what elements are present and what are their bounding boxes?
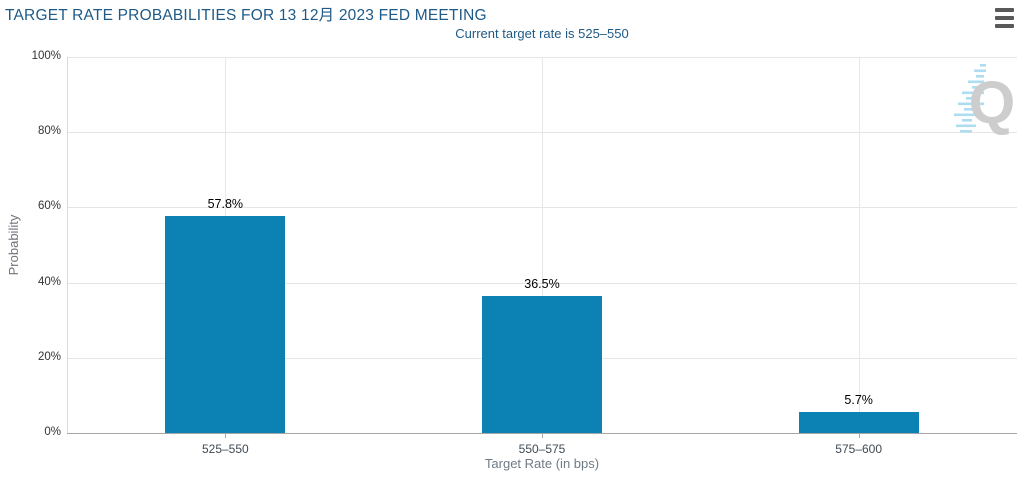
y-axis-tick-label: 20% xyxy=(37,350,61,363)
y-axis-tick-label: 0% xyxy=(44,426,61,438)
y-axis-title: Probability xyxy=(6,214,21,276)
y-axis-tick-label: 60% xyxy=(37,200,61,213)
y-axis-tick-label: 100% xyxy=(31,50,61,62)
probability-bar xyxy=(165,215,286,433)
watermark-letter: Q xyxy=(969,69,1016,136)
quikstrike-q-logo-icon: Q xyxy=(954,64,1016,136)
chart-subtitle: Current target rate is 525–550 xyxy=(455,26,629,41)
x-axis-tick xyxy=(858,433,860,438)
y-axis-tick-label: 40% xyxy=(37,275,61,288)
x-axis-category-label: 550–575 xyxy=(518,442,566,456)
bar-value-label: 57.8% xyxy=(207,196,244,211)
x-axis-tick xyxy=(542,433,543,438)
hamburger-menu-icon[interactable] xyxy=(994,7,1016,29)
menu-bar xyxy=(995,16,1014,20)
menu-bar xyxy=(995,24,1014,28)
menu-bar xyxy=(995,8,1014,12)
bar-value-label: 36.5% xyxy=(524,276,560,291)
probability-bar xyxy=(482,295,602,433)
x-axis-title: Target Rate (in bps) xyxy=(484,456,600,471)
x-axis-category-label: 575–600 xyxy=(835,442,883,456)
chart-title: TARGET RATE PROBABILITIES FOR 13 12月 202… xyxy=(5,7,487,24)
x-axis-category-label: 525–550 xyxy=(201,442,249,456)
x-axis-tick xyxy=(225,433,227,438)
y-axis-tick-label: 80% xyxy=(37,125,61,138)
bar-value-label: 5.7% xyxy=(844,392,873,407)
y-axis-line xyxy=(67,57,68,433)
x-gridline xyxy=(858,57,860,433)
x-gridline xyxy=(542,57,543,433)
probability-bar xyxy=(798,411,919,433)
